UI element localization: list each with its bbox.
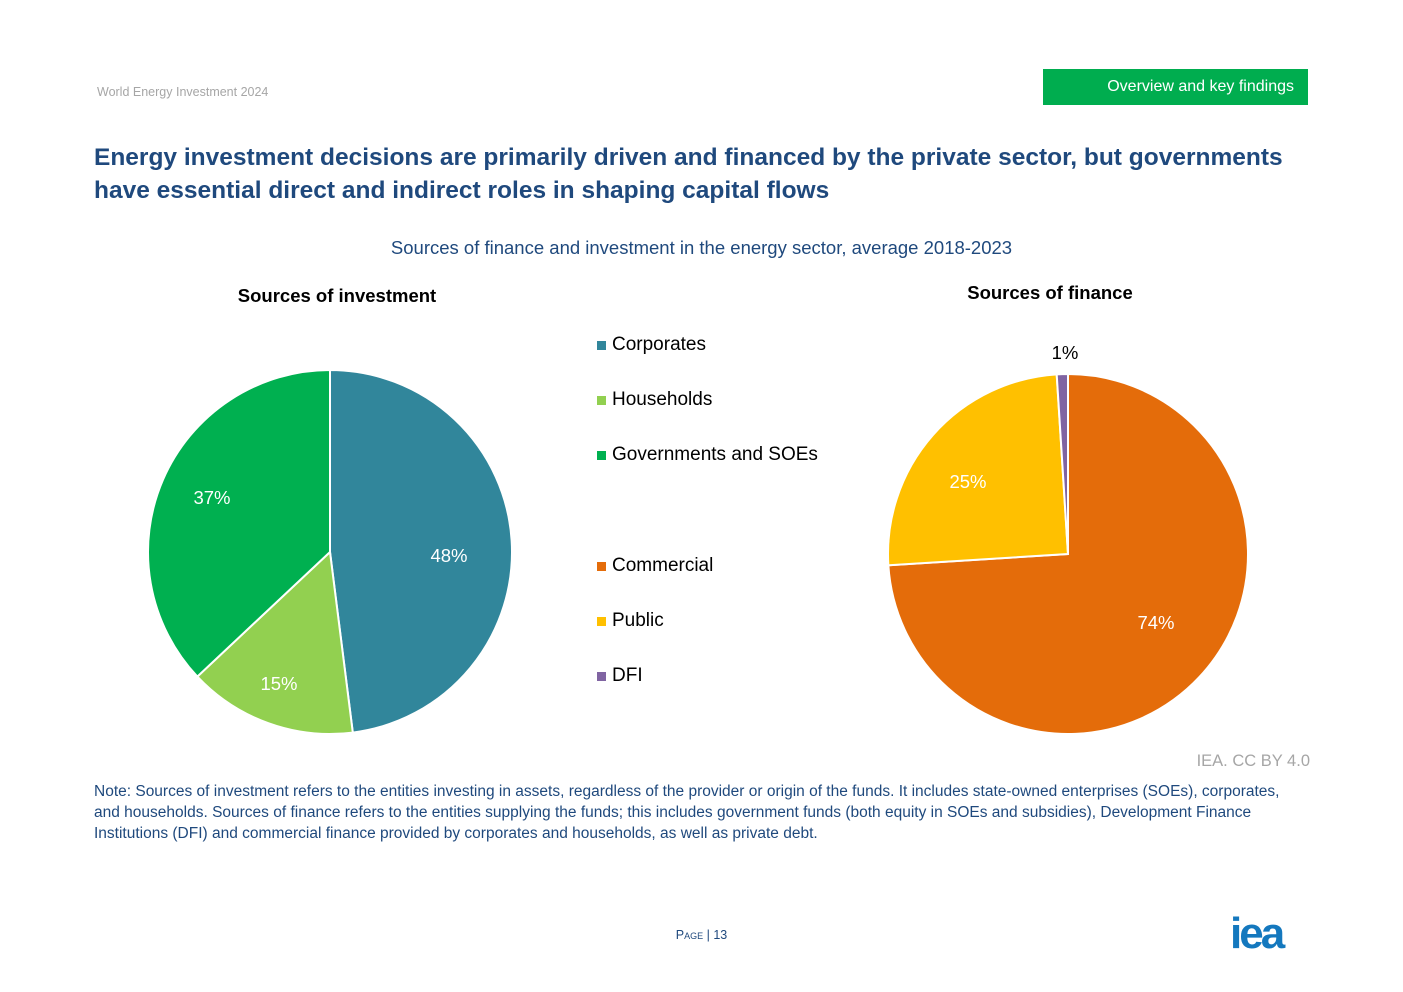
data-label-governments: 37% bbox=[193, 487, 230, 508]
legend-label: Commercial bbox=[612, 555, 714, 576]
legend-swatch bbox=[597, 340, 606, 350]
page-number: Page | 13 bbox=[0, 928, 1403, 942]
data-label-commercial: 74% bbox=[1137, 612, 1174, 633]
data-label-dfi: 1% bbox=[1052, 342, 1079, 363]
page-title: Energy investment decisions are primaril… bbox=[94, 144, 1283, 204]
data-label-households: 15% bbox=[260, 673, 297, 694]
pie-slice-governments bbox=[147, 368, 331, 679]
data-label-corporates: 48% bbox=[430, 545, 467, 566]
legend-swatch bbox=[597, 450, 606, 460]
pie-slice-households bbox=[195, 549, 354, 735]
pie-slice-dfi bbox=[1055, 372, 1069, 555]
legend-swatch bbox=[597, 616, 606, 626]
report-name: World Energy Investment 2024 bbox=[97, 85, 269, 99]
section-badge-label: Overview and key findings bbox=[1107, 78, 1294, 95]
legend-item-commercial: Commercial bbox=[597, 555, 713, 577]
legend-item-governments: Governments and SOEs bbox=[597, 444, 818, 466]
page-label: Page bbox=[675, 928, 704, 942]
iea-logo: iea bbox=[1230, 909, 1285, 958]
chart-title-investment: Sources of investment bbox=[237, 285, 437, 306]
legend-item-dfi: DFI bbox=[597, 665, 643, 687]
legend-swatch bbox=[597, 671, 606, 681]
legend-label: Corporates bbox=[612, 334, 706, 355]
legend-swatch bbox=[597, 395, 606, 405]
page-number-value: | 13 bbox=[706, 928, 728, 942]
pie-slice-public bbox=[887, 373, 1070, 567]
pie-slice-corporates bbox=[329, 368, 513, 734]
source-credit: IEA. CC BY 4.0 bbox=[1196, 752, 1310, 770]
section-badge: Overview and key findings bbox=[1043, 69, 1308, 105]
legend-label: Governments and SOEs bbox=[612, 444, 818, 465]
legend-swatch bbox=[597, 561, 606, 571]
figure-title: Sources of finance and investment in the… bbox=[390, 237, 1013, 258]
legend-item-households: Households bbox=[597, 389, 712, 411]
legend-label: DFI bbox=[612, 665, 643, 686]
chart-note: Note: Sources of investment refers to th… bbox=[94, 783, 1280, 842]
legend-label: Public bbox=[612, 610, 664, 631]
data-label-public: 25% bbox=[949, 471, 986, 492]
legend-item-corporates: Corporates bbox=[597, 334, 706, 356]
chart-title-finance: Sources of finance bbox=[967, 282, 1133, 303]
legend-item-public: Public bbox=[597, 610, 664, 632]
legend-label: Households bbox=[612, 389, 713, 410]
